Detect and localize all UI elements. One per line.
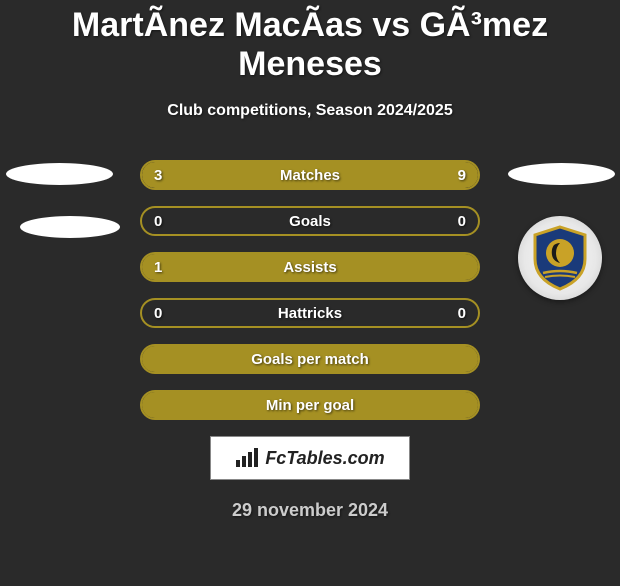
ellipse-left-2 — [20, 216, 120, 238]
stat-label: Goals per match — [251, 351, 369, 368]
brand-box: FcTables.com — [210, 436, 410, 480]
shield-icon — [531, 225, 589, 291]
stat-value-right: 9 — [458, 167, 466, 184]
stat-value-left: 1 — [154, 259, 162, 276]
club-logo-right — [518, 216, 602, 300]
stat-row: 0 0 Goals — [140, 206, 480, 236]
stat-row: 1 Assists — [140, 252, 480, 282]
stat-label: Assists — [283, 259, 336, 276]
page-title: MartÃ­nez MacÃ­as vs GÃ³mez Meneses — [0, 6, 620, 84]
stat-value-right: 0 — [458, 305, 466, 322]
stats-area: 3 9 Matches 0 0 Goals 1 Assists 0 0 Hattricks Goals… — [0, 160, 620, 420]
stat-row: 3 9 Matches — [140, 160, 480, 190]
stat-fill-right — [226, 162, 478, 188]
stat-value-left: 3 — [154, 167, 162, 184]
date-text: 29 november 2024 — [0, 500, 620, 521]
stat-value-left: 0 — [154, 213, 162, 230]
stat-label: Goals — [289, 213, 331, 230]
chart-icon — [235, 448, 259, 468]
brand-text: FcTables.com — [265, 448, 384, 469]
stat-value-left: 0 — [154, 305, 162, 322]
stat-row: Min per goal — [140, 390, 480, 420]
stat-value-right: 0 — [458, 213, 466, 230]
page-subtitle: Club competitions, Season 2024/2025 — [0, 102, 620, 120]
ellipse-right-1 — [508, 163, 615, 185]
stat-label: Min per goal — [266, 397, 354, 414]
stat-row: 0 0 Hattricks — [140, 298, 480, 328]
ellipse-left-1 — [6, 163, 113, 185]
stat-label: Hattricks — [278, 305, 342, 322]
stat-rows: 3 9 Matches 0 0 Goals 1 Assists 0 0 Hattricks Goals… — [140, 160, 480, 420]
stat-row: Goals per match — [140, 344, 480, 374]
stat-label: Matches — [280, 167, 340, 184]
